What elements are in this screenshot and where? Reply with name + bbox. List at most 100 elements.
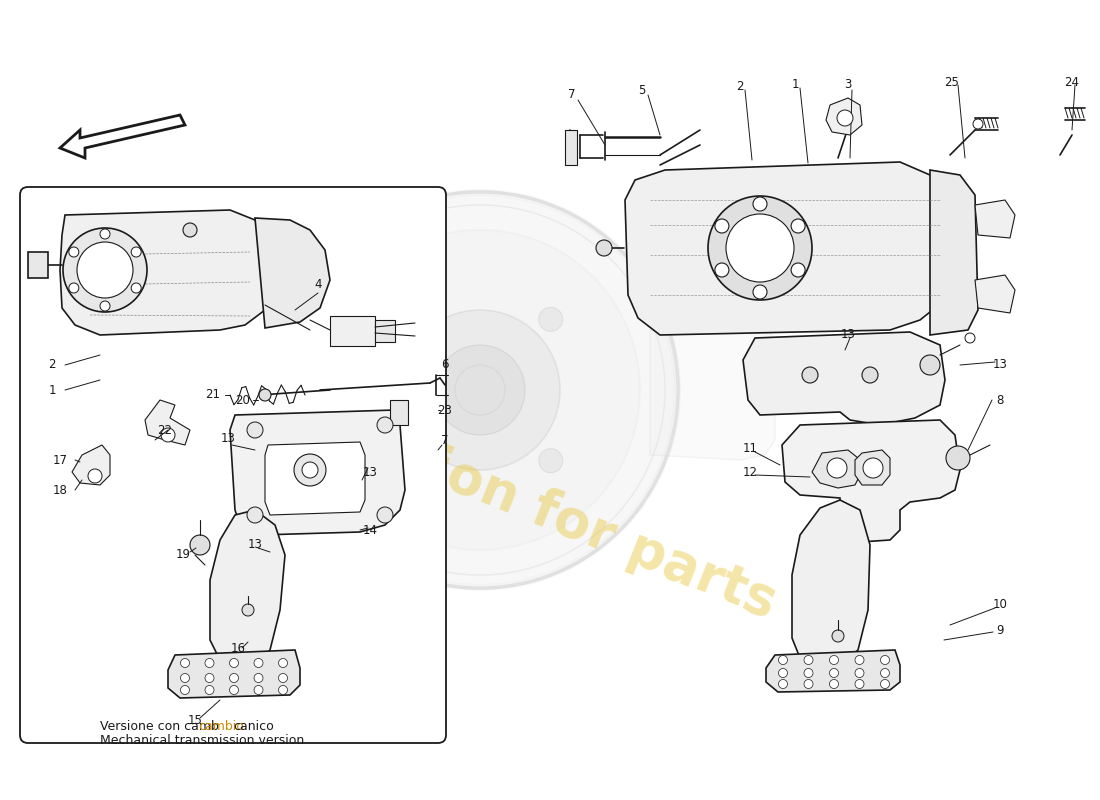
Text: 10: 10 (992, 598, 1008, 611)
Circle shape (161, 428, 175, 442)
Circle shape (855, 655, 864, 665)
Circle shape (880, 655, 890, 665)
Text: 23: 23 (438, 403, 452, 417)
Polygon shape (230, 410, 405, 535)
Polygon shape (265, 442, 365, 515)
Circle shape (131, 283, 141, 293)
Circle shape (131, 247, 141, 257)
Circle shape (539, 449, 563, 473)
Text: 13: 13 (248, 538, 263, 551)
Circle shape (377, 417, 393, 433)
Text: Mechanical transmission version: Mechanical transmission version (100, 734, 305, 747)
Text: 15: 15 (188, 714, 202, 726)
Circle shape (302, 462, 318, 478)
Bar (565, 130, 578, 165)
Circle shape (100, 229, 110, 239)
Circle shape (397, 307, 421, 331)
Text: 13: 13 (992, 358, 1008, 371)
Polygon shape (650, 320, 776, 460)
Text: 6: 6 (441, 358, 449, 371)
Circle shape (855, 679, 864, 689)
Circle shape (294, 454, 326, 486)
Circle shape (248, 422, 263, 438)
Polygon shape (60, 115, 185, 158)
Polygon shape (855, 450, 890, 485)
Text: 8: 8 (997, 394, 1003, 406)
Circle shape (69, 247, 79, 257)
Text: Versione con camb: Versione con camb (100, 720, 219, 733)
Circle shape (248, 507, 263, 523)
Circle shape (278, 686, 287, 694)
Polygon shape (812, 450, 860, 488)
Circle shape (596, 240, 612, 256)
Text: 13: 13 (840, 329, 856, 342)
Text: passion for parts: passion for parts (296, 391, 784, 629)
Circle shape (183, 223, 197, 237)
Text: canico: canico (233, 720, 274, 733)
Circle shape (254, 686, 263, 694)
Text: 25: 25 (945, 75, 959, 89)
Circle shape (254, 658, 263, 667)
Text: 13: 13 (363, 466, 377, 478)
Circle shape (779, 669, 788, 678)
Polygon shape (168, 650, 300, 698)
Polygon shape (975, 275, 1015, 313)
Circle shape (864, 458, 883, 478)
Polygon shape (826, 98, 862, 135)
Circle shape (715, 219, 729, 233)
Circle shape (804, 679, 813, 689)
Circle shape (258, 389, 271, 401)
Text: 18: 18 (53, 483, 67, 497)
Circle shape (180, 674, 189, 682)
Text: 24: 24 (1065, 75, 1079, 89)
Polygon shape (60, 210, 270, 335)
Circle shape (880, 669, 890, 678)
Circle shape (880, 679, 890, 689)
Text: 2: 2 (48, 358, 56, 371)
Circle shape (804, 669, 813, 678)
Circle shape (779, 679, 788, 689)
Text: 16: 16 (231, 642, 245, 654)
Circle shape (802, 367, 818, 383)
Circle shape (779, 655, 788, 665)
Polygon shape (72, 445, 110, 485)
FancyBboxPatch shape (20, 187, 446, 743)
Circle shape (230, 674, 239, 682)
Circle shape (974, 119, 983, 129)
Circle shape (965, 333, 975, 343)
Polygon shape (742, 332, 945, 425)
Polygon shape (145, 400, 190, 445)
Polygon shape (782, 420, 960, 542)
Text: 1: 1 (791, 78, 799, 91)
Circle shape (205, 658, 214, 667)
Text: 20: 20 (235, 394, 251, 406)
Circle shape (285, 195, 675, 585)
Circle shape (278, 674, 287, 682)
Text: 17: 17 (53, 454, 67, 466)
Text: cambio: cambio (199, 720, 244, 733)
Text: 19: 19 (176, 549, 190, 562)
Text: 21: 21 (206, 389, 220, 402)
Text: 11: 11 (742, 442, 758, 454)
Circle shape (320, 230, 640, 550)
Circle shape (400, 310, 560, 470)
Polygon shape (255, 218, 330, 328)
Circle shape (397, 449, 421, 473)
Text: 3: 3 (845, 78, 851, 91)
Circle shape (63, 228, 147, 312)
Circle shape (837, 110, 852, 126)
Circle shape (77, 242, 133, 298)
Circle shape (855, 669, 864, 678)
Circle shape (69, 283, 79, 293)
Circle shape (230, 658, 239, 667)
Circle shape (791, 263, 805, 277)
Circle shape (88, 469, 102, 483)
Circle shape (832, 630, 844, 642)
Circle shape (242, 604, 254, 616)
Circle shape (920, 355, 940, 375)
Circle shape (230, 686, 239, 694)
Circle shape (278, 658, 287, 667)
Text: 4: 4 (315, 278, 321, 291)
Circle shape (754, 197, 767, 211)
Polygon shape (975, 200, 1015, 238)
